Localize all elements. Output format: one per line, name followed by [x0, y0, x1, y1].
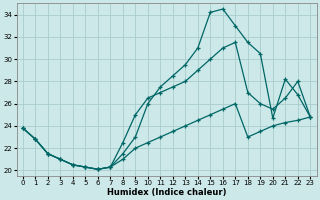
X-axis label: Humidex (Indice chaleur): Humidex (Indice chaleur) — [107, 188, 226, 197]
